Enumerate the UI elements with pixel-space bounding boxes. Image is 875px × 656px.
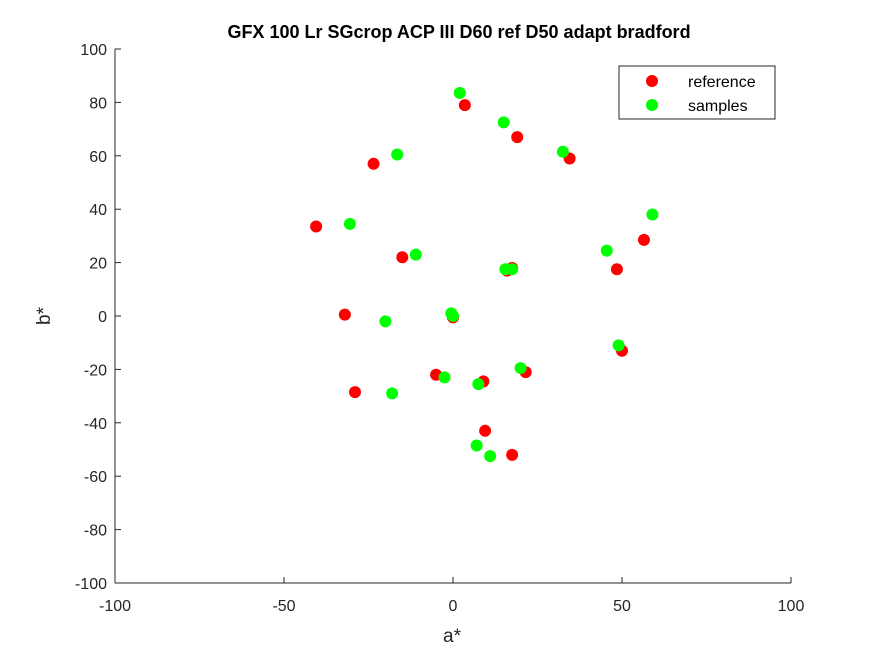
x-tick-label: -50 <box>272 598 295 615</box>
samples-point <box>470 439 483 452</box>
legend-label-samples: samples <box>688 98 748 115</box>
y-tick-label: -60 <box>84 469 107 486</box>
reference-point <box>506 448 519 461</box>
samples-point <box>600 244 613 257</box>
y-tick-label: -20 <box>84 362 107 379</box>
reference-point <box>637 233 650 246</box>
reference-point <box>458 99 471 112</box>
samples-point <box>409 248 422 261</box>
reference-point <box>338 308 351 321</box>
legend-marker-samples <box>646 99 658 111</box>
reference-point <box>348 386 361 399</box>
y-tick-label: 60 <box>89 149 107 166</box>
data-points <box>310 87 659 463</box>
samples-point <box>556 145 569 158</box>
legend: reference samples <box>618 65 776 120</box>
y-tick-label: -80 <box>84 523 107 540</box>
samples-point <box>646 208 659 221</box>
samples-point <box>514 362 527 375</box>
x-tick-label: 0 <box>449 598 458 615</box>
y-tick-label: 80 <box>89 95 107 112</box>
legend-marker-reference <box>646 75 658 87</box>
legend-label-reference: reference <box>688 74 756 91</box>
samples-point <box>391 148 404 161</box>
reference-point <box>396 251 409 264</box>
samples-point <box>484 450 497 463</box>
reference-point <box>511 131 524 144</box>
samples-point <box>447 310 459 322</box>
y-tick-label: 40 <box>89 202 107 219</box>
legend-box <box>618 65 776 120</box>
plot-axes: -100 -50 0 50 100 -100 -80 -60 -40 -20 0 20 40 60 80 10… <box>75 42 804 615</box>
samples-point <box>497 116 510 129</box>
series-samples <box>343 87 659 463</box>
y-axis-label: b* <box>34 306 55 325</box>
samples-point <box>386 387 399 400</box>
y-tick-label: 20 <box>89 256 107 273</box>
x-axis-label: a* <box>443 626 462 647</box>
samples-point <box>472 378 485 391</box>
samples-point <box>343 217 356 230</box>
samples-point <box>438 371 451 384</box>
reference-point <box>367 157 380 170</box>
reference-point <box>479 424 492 437</box>
y-tick-label: -40 <box>84 416 107 433</box>
samples-point <box>506 263 519 276</box>
samples-point <box>612 339 625 352</box>
y-tick-label: 100 <box>80 42 107 59</box>
y-tick-label: 0 <box>98 309 107 326</box>
reference-point <box>310 220 323 233</box>
x-tick-label: 100 <box>778 598 805 615</box>
y-tick-label: -100 <box>75 576 107 593</box>
samples-point <box>453 87 466 100</box>
chart-title: GFX 100 Lr SGcrop ACP III D60 ref D50 ad… <box>227 22 690 42</box>
reference-point <box>610 263 623 276</box>
x-tick-label: 50 <box>613 598 631 615</box>
x-tick-label: -100 <box>99 598 131 615</box>
samples-point <box>379 315 392 328</box>
series-reference <box>310 99 650 461</box>
